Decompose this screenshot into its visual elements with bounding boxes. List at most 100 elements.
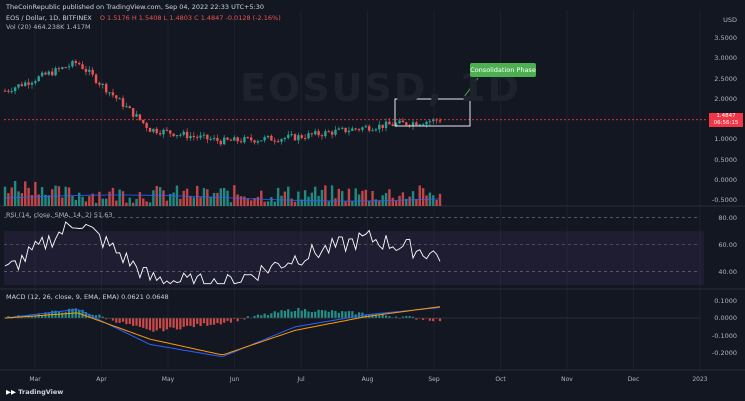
volume-bar [196,185,199,206]
candle-body [155,128,158,134]
macd-histogram-bar [81,309,84,319]
candle-body [185,131,189,139]
candle-body [54,68,57,76]
macd-histogram-bar [101,316,104,319]
volume-ma-line [4,194,441,202]
candle-body [381,124,384,129]
candle-body [226,137,229,140]
macd-histogram-bar [263,313,266,319]
macd-histogram-bar [132,318,135,326]
candle-body [67,66,71,68]
candle-body [280,139,283,142]
volume-bar [74,199,78,206]
volume-bar [239,196,243,206]
macd-histogram-bar [226,318,229,321]
time-axis-label: Jul [297,376,305,383]
volume-bar [148,202,152,206]
volume-bar [81,196,84,206]
macd-histogram-bar [125,318,128,325]
macd-histogram-bar [209,318,212,325]
symbol-name: EOS / Dollar, 1D, BITFINEX [6,14,92,22]
macd-histogram-bar [155,318,158,331]
volume-bar [354,188,357,206]
volume-bar [398,195,401,206]
bar-countdown: 06:56:15 [713,120,739,126]
macd-histogram-bar [310,312,313,319]
volume-bar [88,196,91,206]
volume-bar [20,193,24,206]
volume-bar [222,187,226,206]
candle-body [189,135,192,139]
candle-body [3,90,7,92]
candle-body [94,74,98,83]
macd-histogram-bar [202,318,206,324]
volume-bar [337,188,341,206]
candle-body [24,82,27,87]
volume-bar [361,190,364,206]
macd-histogram-bar [135,318,138,326]
candle-body [162,129,165,135]
signal-line [4,306,441,356]
macd-histogram-bar [105,318,108,320]
volume-bar [67,187,71,206]
volume-bar [115,200,118,206]
candle-body [138,114,142,120]
candle-body [337,128,341,130]
candle-body [249,137,253,141]
macd-histogram-bar [374,314,378,319]
volume-bar [162,190,165,206]
macd-histogram-bar [233,318,236,319]
macd-histogram-bar [172,318,175,328]
candle-body [44,72,47,75]
volume-bar [229,202,233,206]
candle-body [115,95,118,99]
currency-label: USD [723,16,737,24]
macd-histogram-bar [266,315,270,319]
candle-body [40,72,44,77]
volume-bar [108,191,111,206]
candle-body [135,114,138,117]
volume-bar [327,201,330,206]
volume-bar [77,192,81,206]
candle-body [101,83,104,85]
macd-histogram-bar [47,312,50,319]
macd-histogram-bar [216,318,219,324]
macd-histogram-bar [415,318,418,320]
macd-histogram-bar [236,318,239,322]
rsi-scale-label: 40.00 [718,267,737,276]
price-scale-label: 2.0000 [714,94,737,103]
macd-histogram-bar [10,318,13,319]
volume-bar [388,189,391,206]
macd-histogram-bar [223,318,226,323]
macd-histogram-bar [287,309,290,319]
candle-body [283,137,287,140]
macd-histogram-bar [438,318,442,322]
volume-bar [179,198,182,206]
candle-body [300,135,303,138]
macd-histogram-bar [128,318,131,325]
candle-body [293,134,297,141]
candle-body [202,134,206,136]
time-axis-label: Oct [495,376,506,383]
candle-body [118,98,121,100]
volume-bar [34,181,37,206]
macd-histogram-bar [357,312,361,319]
volume-bar [158,187,162,206]
macd-histogram-bar [246,316,249,319]
macd-histogram-bar [347,311,351,319]
candle-body [84,68,88,72]
macd-histogram-bar [418,318,421,319]
price-scale-label: 0.0000 [714,175,737,184]
volume-bar [104,198,108,206]
volume-bar [297,191,300,206]
candle-body [233,137,236,141]
volume-bar [249,200,253,206]
candle-body [361,127,364,130]
volume-bar [24,181,27,206]
candle-body [236,137,239,142]
candle-body [37,76,40,82]
candle-body [310,133,314,135]
volume-bar [425,195,428,206]
volume-bar [145,201,148,206]
